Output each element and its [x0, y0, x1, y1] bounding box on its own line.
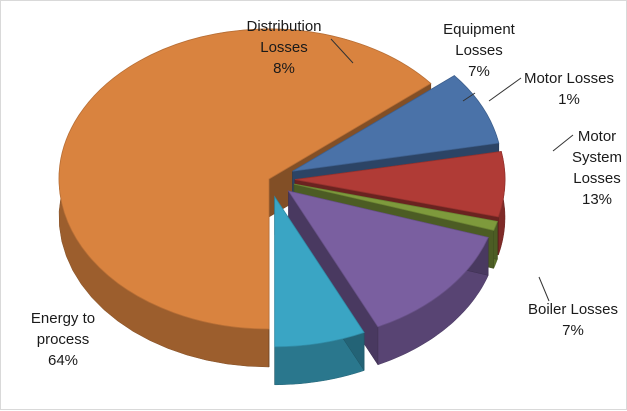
leader-line-motor-losses: [489, 78, 521, 101]
leader-line-motor-system-losses: [553, 135, 573, 151]
leader-line-boiler-losses: [539, 277, 549, 301]
